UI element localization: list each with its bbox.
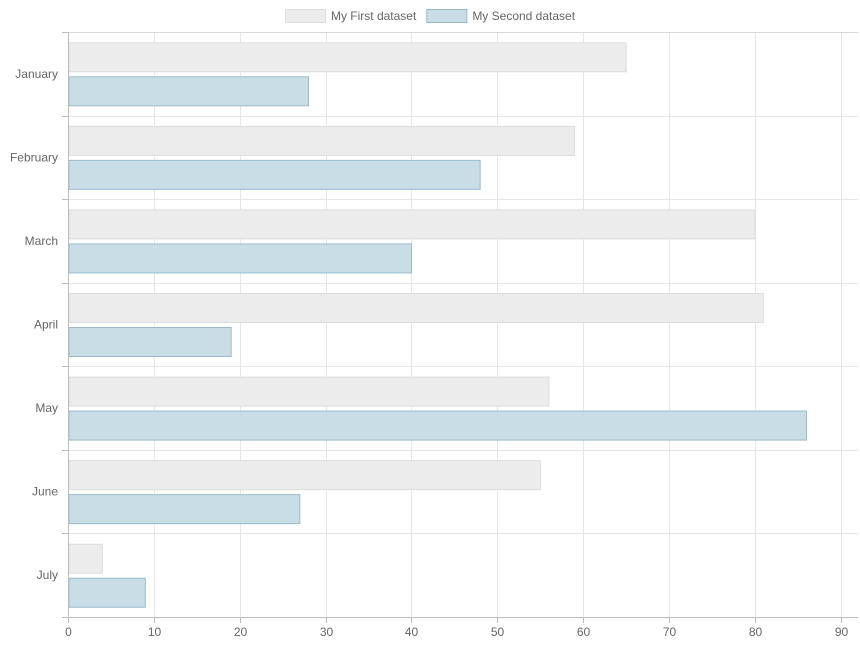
- x-tick-label: 40: [405, 625, 419, 639]
- bar-series-1[interactable]: [68, 209, 756, 240]
- legend-swatch: [426, 9, 468, 23]
- labels-layer: 0 10 20 30 40 50 60 70 80 90 January February March A…: [10, 67, 849, 639]
- y-category-label: June: [32, 485, 58, 499]
- bar-series-2[interactable]: [68, 327, 232, 357]
- legend-item-series-2[interactable]: My Second dataset: [426, 9, 576, 23]
- legend[interactable]: My First dataset My Second dataset: [284, 9, 576, 23]
- bar-series-1[interactable]: [68, 293, 765, 323]
- bars-layer: [68, 42, 807, 608]
- y-category-label: April: [34, 318, 58, 332]
- x-tick-label: 10: [148, 625, 162, 639]
- y-category-label: May: [35, 401, 58, 415]
- x-tick-label: 20: [234, 625, 248, 639]
- bar-series-2[interactable]: [68, 410, 807, 441]
- x-tick-label: 70: [663, 625, 677, 639]
- bar-series-1[interactable]: [68, 460, 541, 491]
- y-category-label: February: [10, 150, 58, 164]
- bar-series-1[interactable]: [68, 125, 576, 156]
- y-category-label: July: [37, 568, 58, 582]
- x-tick-label: 60: [577, 625, 591, 639]
- x-tick-label: 30: [320, 625, 334, 639]
- bar-series-1[interactable]: [68, 376, 550, 407]
- bar-series-2[interactable]: [68, 243, 412, 274]
- x-tick-label: 50: [491, 625, 505, 639]
- bar-series-2[interactable]: [68, 577, 146, 608]
- x-tick-label: 80: [749, 625, 763, 639]
- legend-label: My First dataset: [331, 9, 417, 23]
- bar-series-2[interactable]: [68, 76, 309, 107]
- x-tick-label: 0: [65, 625, 72, 639]
- bar-series-1[interactable]: [68, 543, 103, 574]
- legend-swatch: [284, 9, 326, 23]
- y-category-label: March: [25, 234, 58, 248]
- legend-item-series-1[interactable]: My First dataset: [284, 9, 417, 23]
- bar-series-2[interactable]: [68, 494, 301, 525]
- legend-label: My Second dataset: [472, 9, 575, 23]
- axes-layer: [62, 32, 858, 623]
- x-tick-label: 90: [835, 625, 849, 639]
- bar-series-2[interactable]: [68, 159, 481, 190]
- grid-layer: [68, 32, 858, 617]
- bar-series-1[interactable]: [68, 42, 627, 73]
- y-category-label: January: [15, 67, 58, 81]
